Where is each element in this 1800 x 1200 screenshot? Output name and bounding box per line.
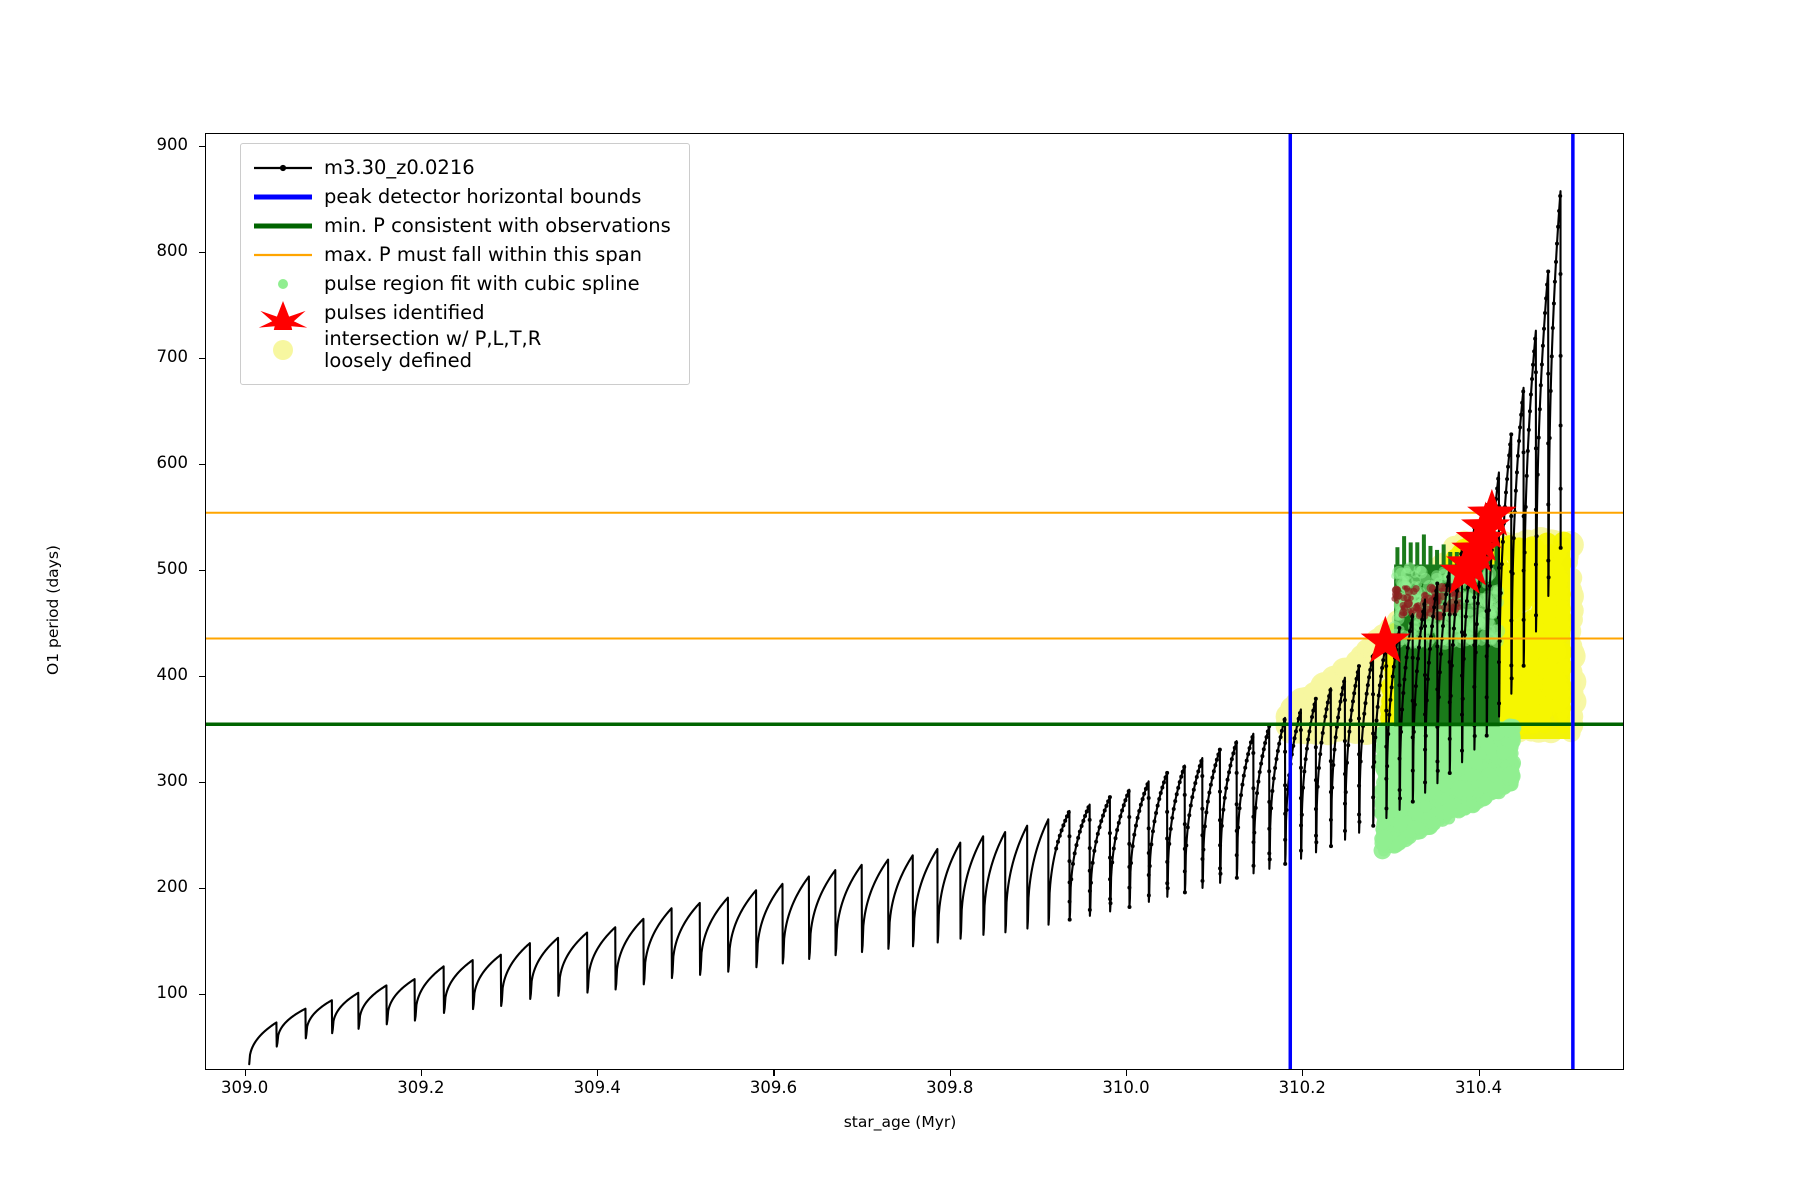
- legend-label-model: m3.30_z0.0216: [324, 155, 475, 179]
- x-tick-label: 310.0: [1102, 1078, 1150, 1097]
- legend-label-pulses: pulses identified: [324, 300, 485, 324]
- x-tick-label: 309.4: [573, 1078, 621, 1097]
- legend-item-intersection: intersection w/ P,L,T,R loosely defined: [252, 327, 678, 373]
- y-tick-mark: [199, 145, 205, 147]
- y-tick-label: 700: [156, 346, 189, 366]
- y-tick-label: 500: [156, 558, 189, 578]
- light-green-dot-icon: [252, 271, 314, 297]
- x-tick-label: 309.2: [397, 1078, 445, 1097]
- x-tick-mark: [597, 1070, 599, 1076]
- y-tick-label: 900: [156, 134, 189, 154]
- green-line-icon: [252, 213, 314, 239]
- x-axis-label: star_age (Myr): [843, 1113, 957, 1131]
- y-tick-mark: [199, 675, 205, 677]
- x-tick-label: 309.8: [926, 1078, 974, 1097]
- legend-item-model: m3.30_z0.0216: [252, 154, 678, 182]
- x-tick-mark: [1302, 1070, 1304, 1076]
- y-tick-label: 400: [156, 664, 189, 684]
- legend-label-min-p: min. P consistent with observations: [324, 213, 671, 237]
- y-tick-label: 200: [156, 876, 189, 896]
- red-star-icon: [252, 300, 314, 330]
- legend-item-max-p: max. P must fall within this span: [252, 241, 678, 269]
- series-peak-detector-bounds: [1288, 134, 1575, 1069]
- y-axis-label: O1 period (days): [44, 545, 62, 675]
- legend-item-peak-bounds: peak detector horizontal bounds: [252, 183, 678, 211]
- series-pulses-identified: [1360, 488, 1517, 663]
- x-tick-mark: [949, 1070, 951, 1076]
- legend-box: m3.30_z0.0216 peak detector horizontal b…: [240, 143, 690, 386]
- legend-label-max-p: max. P must fall within this span: [324, 242, 643, 266]
- y-tick-mark: [199, 251, 205, 253]
- plot-area: [205, 133, 1624, 1070]
- y-tick-mark: [199, 781, 205, 783]
- y-tick-mark: [199, 887, 205, 889]
- series-o1-period-curve: [248, 190, 1563, 1066]
- legend-label-intersection: intersection w/ P,L,T,R loosely defined: [324, 327, 542, 373]
- y-tick-mark: [199, 569, 205, 571]
- legend-item-pulses: pulses identified: [252, 299, 678, 330]
- y-tick-mark: [199, 463, 205, 465]
- y-tick-label: 800: [156, 240, 189, 260]
- y-tick-mark: [199, 357, 205, 359]
- orange-line-icon: [252, 242, 314, 268]
- line-with-dot-icon: [252, 155, 314, 181]
- y-tick-label: 600: [156, 452, 189, 472]
- y-tick-label: 100: [156, 982, 189, 1002]
- series-cubic-spline-fit: [1372, 718, 1522, 860]
- y-tick-label: 300: [156, 770, 189, 790]
- pale-yellow-dot-icon: [252, 337, 314, 363]
- x-tick-mark: [244, 1070, 246, 1076]
- x-tick-mark: [420, 1070, 423, 1076]
- legend-label-spline: pulse region fit with cubic spline: [324, 271, 640, 295]
- x-tick-label: 310.2: [1278, 1078, 1326, 1097]
- x-tick-mark: [773, 1070, 775, 1076]
- blue-line-icon: [252, 184, 314, 210]
- legend-item-min-p: min. P consistent with observations: [252, 212, 678, 240]
- x-tick-mark: [1126, 1070, 1128, 1076]
- plot-svg: [206, 134, 1623, 1069]
- y-tick-mark: [199, 993, 205, 995]
- legend-label-peak-bounds: peak detector horizontal bounds: [324, 184, 642, 208]
- x-tick-label: 309.6: [749, 1078, 798, 1097]
- x-tick-label: 310.4: [1454, 1078, 1503, 1097]
- x-tick-mark: [1478, 1070, 1480, 1076]
- x-tick-label: 309.0: [221, 1078, 269, 1097]
- legend-item-spline: pulse region fit with cubic spline: [252, 270, 678, 298]
